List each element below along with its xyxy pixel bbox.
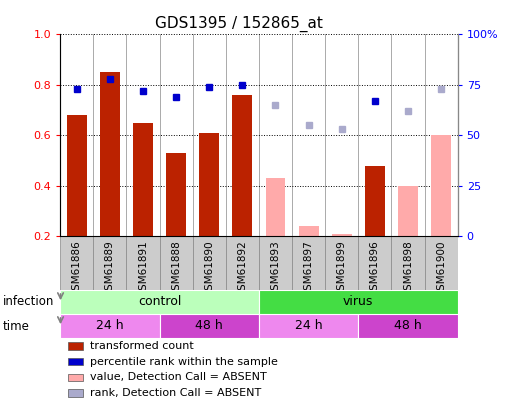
- Bar: [391, 236, 425, 290]
- Bar: [127, 236, 160, 290]
- Bar: [192, 236, 226, 290]
- Text: control: control: [138, 295, 181, 308]
- Bar: [358, 314, 458, 338]
- Bar: [68, 373, 83, 381]
- Bar: [425, 236, 458, 290]
- Bar: [365, 166, 385, 236]
- Bar: [259, 290, 458, 314]
- Title: GDS1395 / 152865_at: GDS1395 / 152865_at: [155, 15, 323, 32]
- Bar: [68, 342, 83, 350]
- Text: GSM61888: GSM61888: [171, 241, 181, 297]
- Bar: [292, 236, 325, 290]
- Text: 24 h: 24 h: [96, 320, 123, 333]
- Text: percentile rank within the sample: percentile rank within the sample: [90, 356, 278, 367]
- Text: GSM61900: GSM61900: [436, 241, 446, 297]
- Bar: [259, 314, 358, 338]
- Bar: [358, 236, 391, 290]
- Text: value, Detection Call = ABSENT: value, Detection Call = ABSENT: [90, 372, 267, 382]
- Text: 24 h: 24 h: [295, 320, 322, 333]
- Text: infection: infection: [3, 295, 54, 308]
- Text: 48 h: 48 h: [195, 320, 223, 333]
- Bar: [133, 123, 153, 236]
- Bar: [60, 290, 259, 314]
- Bar: [100, 72, 120, 236]
- Text: GSM61891: GSM61891: [138, 241, 148, 297]
- Text: rank, Detection Call = ABSENT: rank, Detection Call = ABSENT: [90, 388, 261, 398]
- Bar: [67, 115, 87, 236]
- Text: GSM61893: GSM61893: [270, 241, 280, 297]
- Bar: [60, 314, 160, 338]
- Bar: [60, 236, 93, 290]
- Bar: [431, 135, 451, 236]
- Text: 48 h: 48 h: [394, 320, 422, 333]
- Text: transformed count: transformed count: [90, 341, 194, 351]
- Bar: [259, 236, 292, 290]
- Bar: [332, 234, 351, 236]
- Bar: [299, 226, 319, 236]
- Bar: [68, 389, 83, 397]
- Text: GSM61892: GSM61892: [237, 241, 247, 297]
- Bar: [325, 236, 358, 290]
- Bar: [166, 153, 186, 236]
- Bar: [226, 236, 259, 290]
- Bar: [160, 314, 259, 338]
- Text: GSM61897: GSM61897: [303, 241, 314, 297]
- Bar: [199, 133, 219, 236]
- Text: GSM61890: GSM61890: [204, 241, 214, 297]
- Bar: [232, 95, 252, 236]
- Text: GSM61896: GSM61896: [370, 241, 380, 297]
- Bar: [68, 358, 83, 365]
- Bar: [160, 236, 192, 290]
- Text: time: time: [3, 320, 29, 333]
- Text: virus: virus: [343, 295, 373, 308]
- Text: GSM61886: GSM61886: [72, 241, 82, 297]
- Text: GSM61898: GSM61898: [403, 241, 413, 297]
- Bar: [398, 186, 418, 236]
- Text: GSM61889: GSM61889: [105, 241, 115, 297]
- Bar: [266, 178, 286, 236]
- Bar: [93, 236, 127, 290]
- Text: GSM61899: GSM61899: [337, 241, 347, 297]
